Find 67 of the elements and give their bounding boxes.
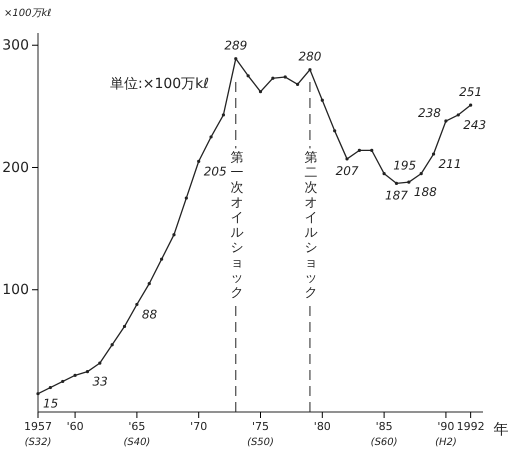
- point: [258, 90, 262, 94]
- point: [456, 113, 460, 117]
- point: [148, 282, 151, 286]
- point: [370, 148, 374, 152]
- point: [432, 152, 436, 156]
- point: [296, 82, 300, 86]
- y-tick-label: 200: [2, 160, 29, 176]
- data-label: 205: [204, 164, 227, 178]
- x-tick-label: '60: [66, 420, 84, 433]
- point: [184, 196, 188, 200]
- point: [36, 392, 40, 396]
- x-axis-title: 年: [494, 420, 508, 438]
- x-tick-label: '80: [314, 420, 331, 433]
- point: [61, 380, 64, 384]
- point: [172, 233, 176, 236]
- point: [284, 75, 287, 79]
- x-tick-label: '90 (H2): [435, 420, 457, 448]
- point: [246, 74, 250, 78]
- x-tick-label: 1957 (S32): [24, 420, 52, 448]
- data-label: 207: [336, 164, 359, 178]
- x-tick-label: 1992: [456, 420, 485, 433]
- point: [86, 370, 90, 374]
- point: [333, 129, 336, 132]
- point: [209, 135, 213, 139]
- data-label: 188: [414, 185, 438, 200]
- point: [197, 160, 200, 163]
- point: [135, 302, 138, 306]
- point: [320, 98, 324, 102]
- y-axis-title: ×100万kℓ: [4, 8, 52, 19]
- point: [444, 119, 448, 123]
- data-label: 211: [438, 157, 462, 172]
- data-label: 195: [393, 158, 416, 173]
- x-tick-label: '70: [190, 420, 208, 433]
- point: [420, 172, 423, 176]
- x-tick-label: '85 (S60): [370, 420, 398, 448]
- point: [234, 57, 238, 60]
- y-tick-label: 100: [2, 282, 29, 298]
- data-label: 289: [224, 38, 248, 53]
- point: [469, 104, 472, 107]
- annotation: 単位:×100万kℓ: [110, 76, 210, 92]
- point: [358, 148, 361, 152]
- x-tick-label: '75 (S50): [247, 420, 274, 448]
- text: 第一次オイルショック: [230, 150, 244, 300]
- text: 第二次オイルショック: [304, 150, 318, 300]
- point: [308, 68, 312, 72]
- point: [271, 76, 274, 80]
- data-label: 15: [43, 396, 58, 411]
- x-tick-label: '65 (S40): [123, 420, 150, 448]
- point: [48, 386, 52, 390]
- data-label: 88: [142, 307, 158, 322]
- data-label: 280: [298, 50, 322, 64]
- data-label: 33: [92, 374, 108, 389]
- y-tick-label: 300: [2, 38, 29, 54]
- point: [394, 182, 398, 185]
- point: [110, 343, 114, 346]
- point: [160, 258, 164, 261]
- data-label: 187: [385, 188, 408, 202]
- data-label: 243: [463, 118, 486, 132]
- point: [407, 180, 410, 184]
- point: [73, 374, 77, 377]
- data-label: 251: [459, 85, 482, 100]
- point: [382, 172, 386, 176]
- point: [122, 324, 126, 328]
- point: [345, 157, 349, 161]
- data-label: 238: [418, 106, 442, 120]
- point: [222, 113, 226, 117]
- point: [98, 362, 102, 365]
